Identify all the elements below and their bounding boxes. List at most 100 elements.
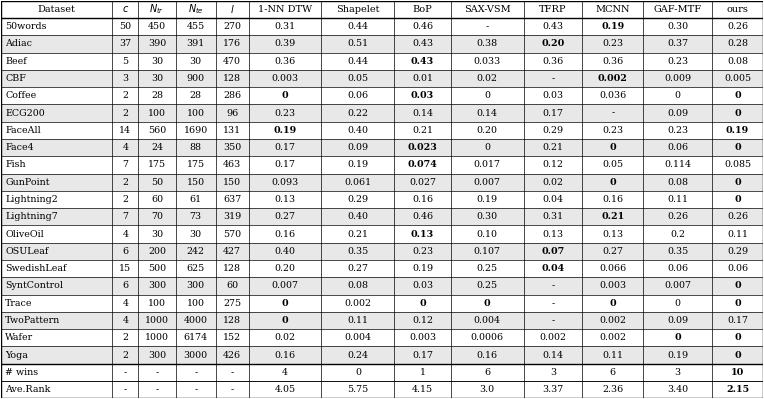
Text: 3.0: 3.0 <box>480 385 495 394</box>
Text: 0.11: 0.11 <box>602 351 623 359</box>
Text: 0.05: 0.05 <box>348 74 368 83</box>
Text: $c$: $c$ <box>121 4 129 14</box>
Text: 0: 0 <box>419 299 426 308</box>
Text: 0: 0 <box>734 178 741 187</box>
Text: 7: 7 <box>122 212 128 221</box>
Text: 0.05: 0.05 <box>602 160 623 170</box>
Text: 0.25: 0.25 <box>477 264 497 273</box>
Text: 0.114: 0.114 <box>664 160 691 170</box>
Text: 0.10: 0.10 <box>477 229 497 239</box>
Text: 275: 275 <box>223 299 241 308</box>
Text: 0.19: 0.19 <box>667 351 688 359</box>
Text: 0.03: 0.03 <box>412 281 433 290</box>
Text: 0.007: 0.007 <box>664 281 691 290</box>
Text: 270: 270 <box>223 22 241 31</box>
Text: 14: 14 <box>119 126 131 135</box>
Text: 100: 100 <box>148 299 166 308</box>
Text: 4: 4 <box>282 368 288 377</box>
Text: -: - <box>155 368 159 377</box>
Text: 2: 2 <box>122 91 128 100</box>
Text: 391: 391 <box>186 40 205 48</box>
Text: 0.17: 0.17 <box>274 143 296 152</box>
Text: 0.26: 0.26 <box>727 212 748 221</box>
Text: 10: 10 <box>731 368 744 377</box>
Text: -: - <box>552 74 555 83</box>
Text: -: - <box>552 281 555 290</box>
Text: 0.40: 0.40 <box>348 126 368 135</box>
Bar <box>1 70 763 87</box>
Text: 1000: 1000 <box>145 316 169 325</box>
Text: 0.04: 0.04 <box>542 195 564 204</box>
Text: 0.22: 0.22 <box>348 109 368 118</box>
Text: 28: 28 <box>151 91 163 100</box>
Text: 0.03: 0.03 <box>411 91 434 100</box>
Text: 3.40: 3.40 <box>667 385 688 394</box>
Text: 0.003: 0.003 <box>599 281 626 290</box>
Text: 0.003: 0.003 <box>271 74 299 83</box>
Bar <box>1 208 763 225</box>
Text: 0.31: 0.31 <box>542 212 564 221</box>
Text: 0.29: 0.29 <box>542 126 564 135</box>
Text: 0.13: 0.13 <box>542 229 564 239</box>
Text: 0.27: 0.27 <box>274 212 296 221</box>
Text: 0: 0 <box>675 299 681 308</box>
Text: 100: 100 <box>148 109 166 118</box>
Bar <box>1 191 763 208</box>
Text: Shapelet: Shapelet <box>336 5 380 14</box>
Text: 0: 0 <box>282 91 288 100</box>
Text: 0.21: 0.21 <box>542 143 564 152</box>
Text: 0.21: 0.21 <box>348 229 368 239</box>
Text: 0.44: 0.44 <box>348 57 368 66</box>
Text: 0: 0 <box>282 316 288 325</box>
Text: 0.13: 0.13 <box>274 195 296 204</box>
Text: 28: 28 <box>189 91 202 100</box>
Text: 0: 0 <box>610 178 617 187</box>
Text: 300: 300 <box>186 281 205 290</box>
Text: OliveOil: OliveOil <box>5 229 44 239</box>
Text: 0: 0 <box>674 333 681 342</box>
Bar <box>1 381 763 398</box>
Text: TFRP: TFRP <box>539 5 567 14</box>
Text: $N_{tr}$: $N_{tr}$ <box>150 2 164 16</box>
Text: 73: 73 <box>189 212 202 221</box>
Text: 1000: 1000 <box>145 333 169 342</box>
Text: 175: 175 <box>148 160 166 170</box>
Text: 0.40: 0.40 <box>348 212 368 221</box>
Text: -: - <box>552 316 555 325</box>
Text: 0: 0 <box>675 91 681 100</box>
Text: 50words: 50words <box>5 22 47 31</box>
Text: 0: 0 <box>734 281 741 290</box>
Text: 0.44: 0.44 <box>348 22 368 31</box>
Bar <box>1 122 763 139</box>
Text: 128: 128 <box>223 316 241 325</box>
Text: 0.007: 0.007 <box>474 178 500 187</box>
Text: 0.061: 0.061 <box>345 178 371 187</box>
Text: 24: 24 <box>151 143 163 152</box>
Text: 7: 7 <box>122 160 128 170</box>
Text: 0.30: 0.30 <box>477 212 497 221</box>
Text: 0: 0 <box>734 109 741 118</box>
Text: 0.46: 0.46 <box>412 212 433 221</box>
Text: 61: 61 <box>189 195 202 204</box>
Bar <box>1 294 763 312</box>
Bar <box>1 329 763 346</box>
Text: 131: 131 <box>223 126 241 135</box>
Text: Adiac: Adiac <box>5 40 32 48</box>
Text: 0.17: 0.17 <box>412 351 433 359</box>
Text: 200: 200 <box>148 247 166 256</box>
Text: 1690: 1690 <box>183 126 208 135</box>
Text: 128: 128 <box>223 74 241 83</box>
Text: 5: 5 <box>122 57 128 66</box>
Text: 0: 0 <box>734 195 741 204</box>
Text: 0.2: 0.2 <box>670 229 685 239</box>
Bar <box>1 277 763 294</box>
Bar <box>1 1 763 18</box>
Text: 37: 37 <box>119 40 131 48</box>
Text: 60: 60 <box>226 281 238 290</box>
Text: 70: 70 <box>151 212 163 221</box>
Text: 0.074: 0.074 <box>408 160 438 170</box>
Text: 0.20: 0.20 <box>477 126 497 135</box>
Text: 60: 60 <box>151 195 163 204</box>
Text: 0.16: 0.16 <box>412 195 433 204</box>
Text: 0.12: 0.12 <box>542 160 564 170</box>
